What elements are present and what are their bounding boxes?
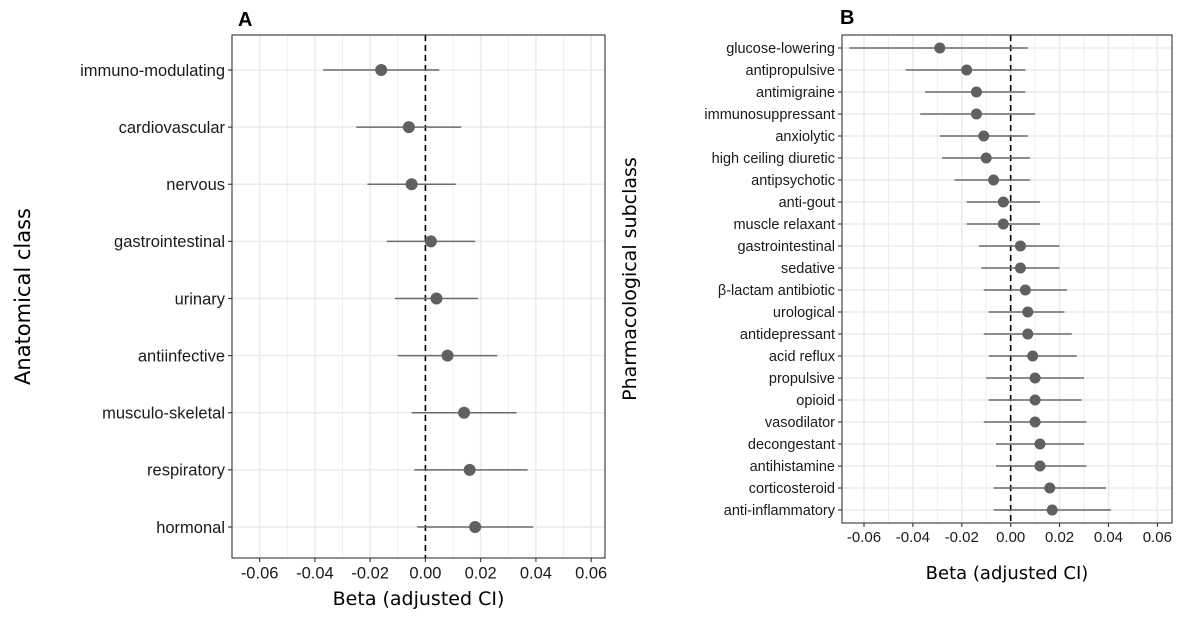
x-tick-label: -0.02 [351, 565, 389, 583]
x-tick-label: -0.02 [945, 529, 979, 546]
estimate-point [402, 121, 415, 134]
plot-border [231, 34, 606, 559]
estimate-point [1034, 460, 1046, 472]
x-tick-label: -0.06 [241, 565, 279, 583]
category-label: immuno-modulating [80, 62, 225, 80]
category-label: anti-inflammatory [724, 503, 836, 519]
estimate-point [997, 218, 1009, 230]
estimate-point [1029, 372, 1041, 384]
plot-background [842, 35, 1172, 523]
category-label: opioid [796, 393, 835, 409]
x-tick-label: 0.02 [465, 565, 497, 583]
category-label: urological [773, 305, 835, 321]
x-axis-title: Beta (adjusted CI) [926, 563, 1089, 584]
category-label: gastrointestinal [114, 233, 225, 251]
estimate-point [463, 463, 476, 476]
x-tick-label: -0.04 [896, 529, 930, 546]
category-label: immunosuppressant [704, 107, 835, 123]
category-label: acid reflux [769, 349, 836, 365]
x-tick-label: 0.00 [996, 529, 1025, 546]
y-axis-title: Pharmacological subclass [619, 157, 641, 401]
estimate-point [961, 64, 973, 76]
estimate-point [458, 406, 471, 419]
x-tick-label: -0.06 [847, 529, 881, 546]
category-label: muscle relaxant [733, 217, 835, 233]
panel-a-anatomical-class: immuno-modulating cardiovascular nervous ga… [11, 9, 607, 610]
category-label: decongestant [748, 437, 835, 453]
category-label: antihistamine [750, 459, 835, 475]
estimate-point [1019, 284, 1031, 296]
estimate-point [997, 196, 1009, 208]
category-label: high ceiling diuretic [712, 151, 835, 167]
category-label: cardiovascular [119, 119, 226, 137]
x-tick-label: 0.06 [1143, 529, 1172, 546]
plot-border [841, 34, 1173, 524]
panel-letter: A [238, 9, 252, 31]
estimate-point [1014, 262, 1026, 274]
category-label: corticosteroid [749, 481, 835, 497]
estimate-point [1027, 350, 1039, 362]
estimate-point [1022, 306, 1034, 318]
estimate-point [430, 292, 443, 305]
x-tick-label: 0.00 [409, 565, 441, 583]
category-label: gastrointestinal [737, 239, 835, 255]
estimate-point [988, 174, 1000, 186]
panel-b-pharmacological-subclass: glucose-lowering antipropulsive antimigrai… [619, 7, 1173, 584]
category-label: hormonal [156, 519, 225, 537]
x-tick-label: 0.04 [520, 565, 552, 583]
x-tick-label: 0.02 [1045, 529, 1074, 546]
category-label: anti-gout [779, 195, 835, 211]
category-label: vasodilator [765, 415, 835, 431]
estimate-point [1029, 416, 1041, 428]
estimate-point [980, 152, 992, 164]
category-label: musculo-skeletal [102, 405, 225, 423]
category-label: propulsive [769, 371, 835, 387]
x-tick-label: -0.04 [296, 565, 334, 583]
category-label: antiinfective [138, 347, 225, 365]
category-label: urinary [175, 290, 226, 308]
estimate-point [1044, 482, 1056, 494]
estimate-point [469, 521, 482, 533]
estimate-point [1046, 504, 1058, 516]
estimate-point [441, 349, 454, 362]
estimate-point [934, 42, 946, 54]
category-label: sedative [781, 261, 835, 277]
x-tick-label: 0.06 [575, 565, 607, 583]
x-axis-title: Beta (adjusted CI) [333, 588, 505, 610]
y-axis-title: Anatomical class [11, 208, 35, 385]
category-label: antipropulsive [746, 63, 835, 79]
estimate-point [405, 178, 418, 191]
plot-background [232, 35, 605, 558]
category-label: anxiolytic [775, 129, 835, 145]
x-tick-label: 0.04 [1094, 529, 1123, 546]
estimate-point [978, 130, 990, 142]
category-label: antimigraine [756, 85, 835, 101]
category-label: antidepressant [740, 327, 835, 343]
category-label: antipsychotic [751, 173, 835, 189]
estimate-point [1022, 328, 1034, 340]
estimate-point [970, 108, 982, 120]
category-label: respiratory [147, 462, 226, 480]
estimate-point [1034, 438, 1046, 450]
panel-letter: B [840, 7, 854, 29]
category-label: glucose-lowering [726, 41, 835, 57]
category-label: nervous [166, 176, 225, 194]
estimate-point [1029, 394, 1041, 406]
category-label: β-lactam antibiotic [718, 283, 835, 299]
estimate-point [424, 235, 437, 248]
estimate-point [970, 86, 982, 98]
estimate-point [375, 64, 388, 76]
estimate-point [1014, 240, 1026, 252]
